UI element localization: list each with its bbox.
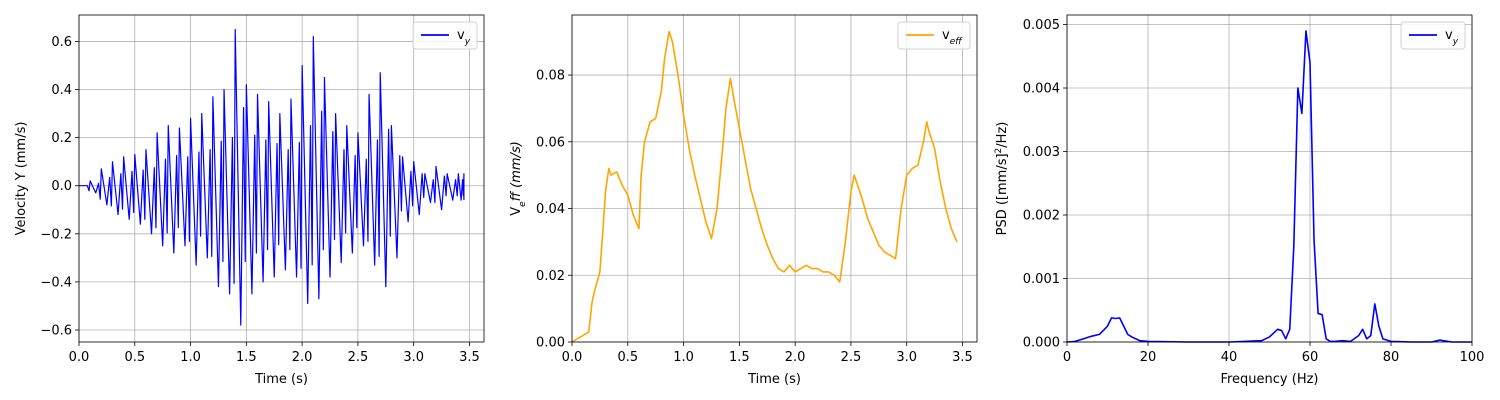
x-tick-label: 0.0 (562, 350, 583, 365)
x-tick-label: 2.5 (348, 350, 369, 365)
x-tick-label: 3.0 (896, 350, 917, 365)
y-tick-label: 0.04 (536, 202, 565, 217)
y-tick-label: 0.06 (536, 135, 565, 150)
y-tick-label: 0.004 (1023, 82, 1060, 97)
x-tick-label: 1.0 (180, 350, 201, 365)
x-tick-label: 20 (1140, 350, 1157, 365)
series-line-veff (571, 30, 958, 343)
x-tick-label: 3.5 (952, 350, 973, 365)
y-tick-label: 0.0 (51, 179, 72, 194)
x-tick-label: 1.5 (729, 350, 750, 365)
legend-label: vy (457, 28, 471, 47)
legend: veff (897, 21, 971, 50)
y-tick-label: 0.02 (536, 269, 565, 284)
chart-2: 0.0 0.5 1.0 1.5 2.0 2.5 3.0 3.5 0.00 0.02 0.04 0.06… (509, 14, 978, 387)
chart-1: 0.0 0.5 1.0 1.5 2.0 2.5 3.0 3.5 −0.6 −0.4 −0.2 0.0 0… (14, 14, 485, 387)
y-tick-label: −0.6 (40, 323, 72, 338)
y-tick-label: 0.08 (536, 69, 565, 84)
x-tick-label: 100 (1460, 350, 1485, 365)
legend: vy (1400, 21, 1466, 50)
series-line-vy (79, 28, 465, 326)
y-axis-label: Veff (mm/s) (509, 141, 528, 216)
y-tick-label: 0.000 (1023, 336, 1060, 351)
y-tick-label: 0.002 (1023, 209, 1060, 224)
x-tick-label: 3.0 (403, 350, 424, 365)
y-tick-label: 0.4 (51, 83, 72, 98)
x-tick-label: 60 (1302, 350, 1319, 365)
x-axis-label: Time (s) (254, 372, 308, 387)
x-tick-label: 0 (1063, 350, 1071, 365)
plot-frame (571, 14, 978, 343)
x-tick-label: 0.0 (69, 350, 90, 365)
y-tick-label: −0.2 (40, 227, 72, 242)
y-tick-label: 0.005 (1023, 18, 1060, 33)
plot-frame (1066, 14, 1473, 343)
x-tick-label: 3.5 (459, 350, 480, 365)
x-tick-label: 2.5 (841, 350, 862, 365)
x-tick-label: 40 (1221, 350, 1238, 365)
y-axis-label: Velocity Y (mm/s) (14, 122, 29, 236)
legend: vy (412, 21, 478, 50)
legend-label: veff (942, 28, 963, 47)
chart-3: 0 20 40 60 80 100 0.000 0.001 0.002 0.003 0.004 0.0… (994, 14, 1485, 387)
x-tick-label: 1.0 (673, 350, 694, 365)
y-axis-label: PSD ([mm/s]2/Hz) (994, 122, 1010, 236)
legend-label: vy (1445, 28, 1459, 47)
plot-frame (78, 14, 485, 343)
x-tick-label: 0.5 (124, 350, 145, 365)
x-tick-label: 2.0 (292, 350, 313, 365)
y-tick-label: −0.4 (40, 275, 72, 290)
x-axis-label: Frequency (Hz) (1220, 372, 1318, 387)
y-tick-label: 0.00 (536, 336, 565, 351)
y-tick-label: 0.2 (51, 131, 72, 146)
y-tick-label: 0.6 (51, 35, 72, 50)
x-tick-label: 1.5 (236, 350, 257, 365)
y-tick-label: 0.001 (1023, 272, 1060, 287)
series-line-vy (1066, 30, 1472, 343)
y-tick-label: 0.003 (1023, 145, 1060, 160)
x-axis-label: Time (s) (747, 372, 801, 387)
x-tick-label: 0.5 (617, 350, 638, 365)
x-tick-label: 2.0 (785, 350, 806, 365)
x-tick-label: 80 (1383, 350, 1400, 365)
